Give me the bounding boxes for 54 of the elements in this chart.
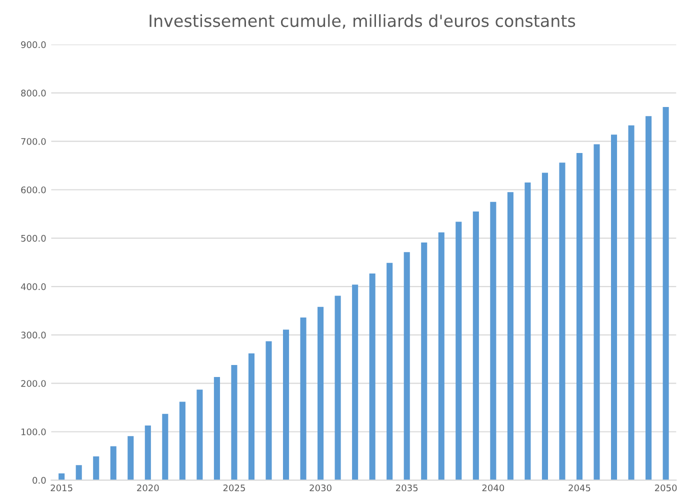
y-tick-label: 700.0 — [21, 138, 46, 145]
bar — [110, 446, 116, 480]
x-tick-label: 2025 — [223, 484, 245, 492]
bar — [196, 390, 203, 480]
bar — [300, 318, 306, 480]
x-tick-label: 2015 — [50, 484, 72, 492]
bar — [231, 364, 238, 480]
bar — [594, 144, 600, 480]
bar — [369, 273, 376, 480]
bar — [162, 414, 168, 480]
bar — [456, 222, 462, 480]
bar — [334, 296, 341, 480]
bar — [628, 125, 634, 480]
bar — [144, 425, 151, 480]
bar — [576, 152, 583, 480]
y-tick-label: 0.0 — [32, 476, 46, 484]
bar — [438, 232, 444, 480]
bar — [128, 436, 134, 480]
bar — [179, 402, 186, 480]
chart-title: Investissement cumule, milliards d'euros constants — [150, 14, 576, 29]
x-tick-label: 2020 — [137, 484, 159, 492]
bar — [507, 192, 514, 480]
y-tick-label: 900.0 — [21, 41, 46, 48]
bar — [662, 106, 669, 480]
x-tick-label: 2050 — [654, 484, 677, 492]
bar — [421, 242, 428, 480]
bar — [93, 456, 100, 480]
bar — [542, 172, 548, 480]
bar — [559, 162, 566, 480]
bar — [76, 465, 82, 480]
x-tick-label: 2045 — [568, 484, 590, 492]
bar — [282, 330, 290, 480]
bar — [318, 306, 324, 480]
y-tick-label: 100.0 — [22, 428, 46, 436]
x-tick-label: 2035 — [396, 484, 418, 492]
y-tick-label: 200.0 — [21, 380, 46, 387]
bar — [646, 116, 652, 480]
y-tick-label: 300.0 — [21, 332, 46, 339]
bar — [472, 212, 479, 480]
y-tick-label: 400.0 — [20, 283, 46, 290]
bar — [352, 284, 358, 480]
bar — [248, 353, 255, 480]
bar — [490, 202, 496, 480]
bar — [214, 377, 220, 480]
x-tick-label: 2030 — [310, 484, 332, 492]
bar — [266, 341, 272, 480]
x-tick-label: 2040 — [482, 484, 504, 492]
bar — [404, 252, 410, 480]
bar — [386, 262, 393, 480]
y-tick-label: 500.0 — [21, 234, 46, 242]
bar — [611, 134, 618, 480]
bar — [524, 182, 531, 480]
y-tick-label: 800.0 — [21, 90, 46, 97]
y-tick-label: 600.0 — [21, 186, 46, 194]
